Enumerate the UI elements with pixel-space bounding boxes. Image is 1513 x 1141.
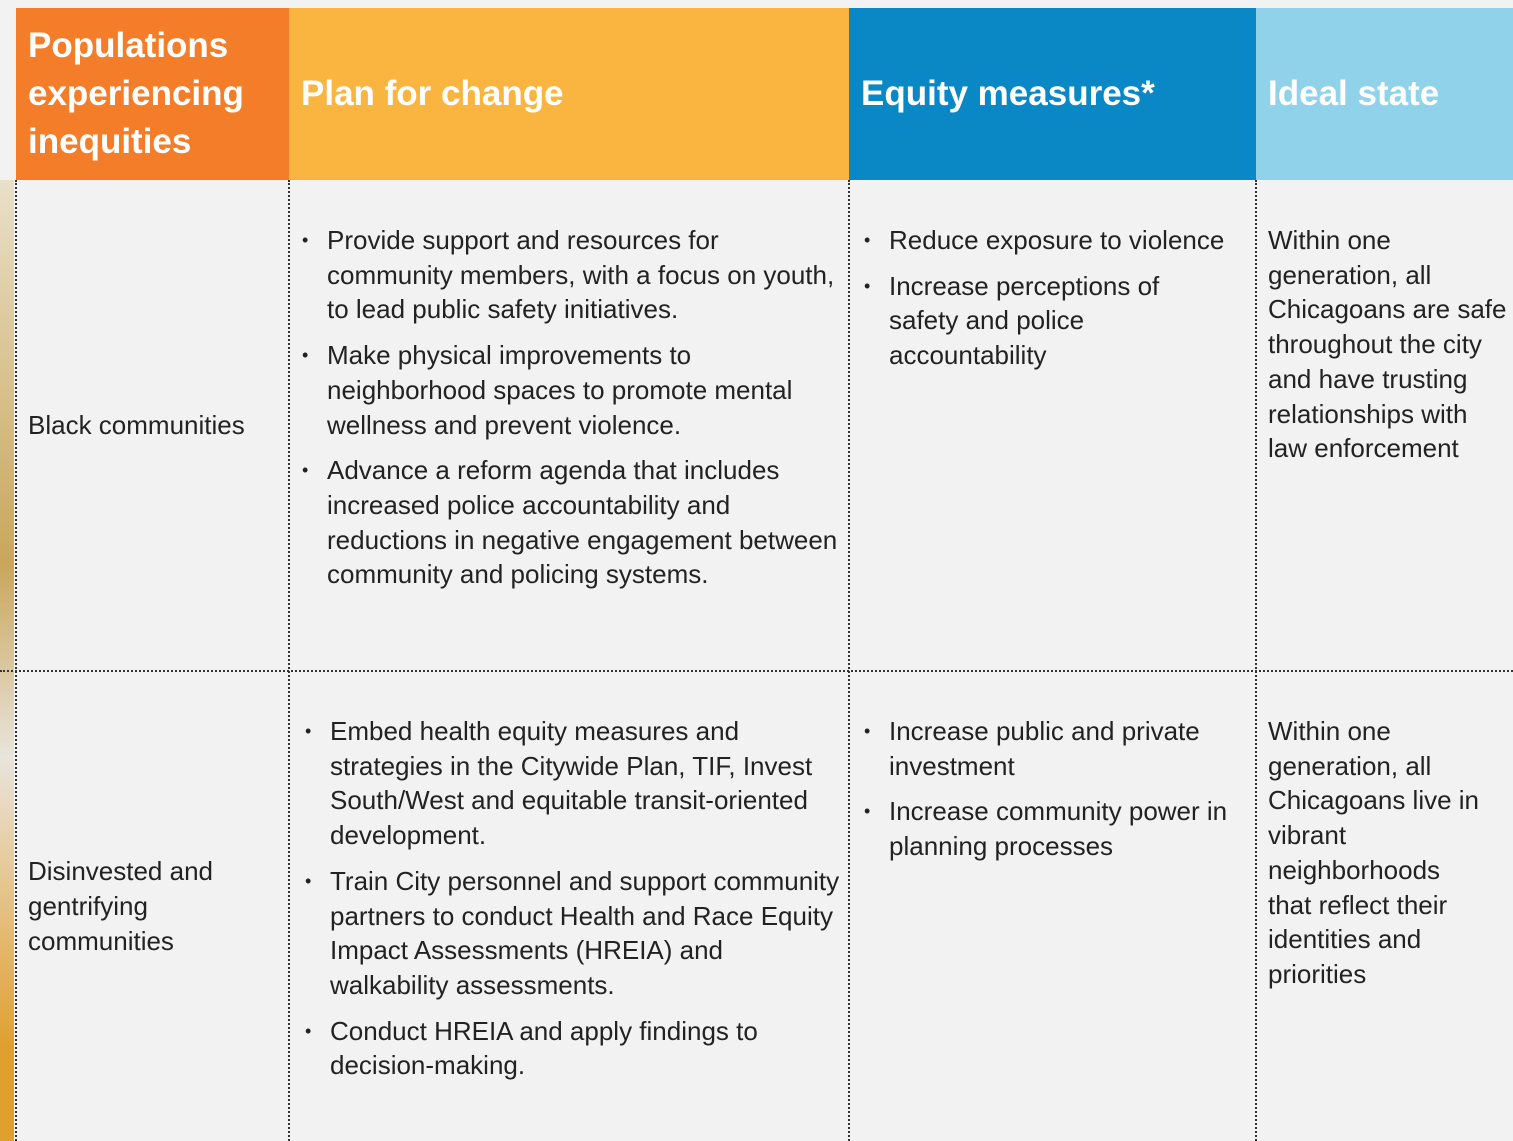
divider (848, 180, 850, 1141)
header-text: Populations experiencing inequities (28, 26, 244, 161)
list-item: Increase perceptions of safety and polic… (862, 269, 1179, 373)
measures-cell: Increase public and private investment I… (862, 714, 1242, 875)
plan-cell: Provide support and resources for commun… (300, 223, 845, 603)
list-item: Provide support and resources for commun… (300, 223, 845, 327)
header-cell: Equity measures* (849, 8, 1256, 180)
divider (288, 180, 290, 1141)
list-item: Train City personnel and support communi… (303, 864, 843, 1003)
header-text: Ideal state (1268, 74, 1440, 113)
cell-text: Disinvested and gentrifying communities (28, 856, 213, 956)
side-image (0, 180, 14, 1141)
list-item: Increase public and private investment (862, 714, 1242, 783)
header-text: Equity measures* (861, 74, 1155, 113)
divider (0, 670, 1513, 672)
list-item: Advance a reform agenda that includes in… (300, 453, 845, 592)
list-item: Make physical improvements to neighborho… (300, 338, 845, 442)
bullet-list: Embed health equity measures and strateg… (303, 714, 843, 1083)
cell-text: Within one generation, all Chicagoans li… (1268, 716, 1480, 989)
header-cell: Plan for change (289, 8, 849, 180)
ideal-cell: Within one generation, all Chicagoans li… (1268, 714, 1483, 992)
list-item: Reduce exposure to violence (862, 223, 1224, 258)
list-item: Embed health equity measures and strateg… (303, 714, 843, 853)
header-cell: Populations experiencing inequities (16, 8, 289, 180)
cell-text: Black communities (28, 409, 245, 440)
cell-text: Within one generation, all Chicagoans ar… (1268, 225, 1507, 464)
measures-cell: Reduce exposure to violence Increase per… (862, 223, 1254, 384)
header-text: Plan for change (301, 74, 564, 113)
bullet-list: Reduce exposure to violence Increase per… (862, 223, 1254, 373)
list-item: Conduct HREIA and apply findings to deci… (303, 1014, 843, 1083)
bullet-list: Increase public and private investment I… (862, 714, 1242, 864)
bullet-list: Provide support and resources for commun… (300, 223, 845, 592)
divider (1255, 180, 1257, 1141)
ideal-cell: Within one generation, all Chicagoans ar… (1268, 223, 1508, 466)
header-cell: Ideal state (1256, 8, 1513, 180)
plan-cell: Embed health equity measures and strateg… (303, 714, 843, 1094)
population-cell: Black communities (28, 180, 286, 670)
population-cell: Disinvested and gentrifying communities (28, 672, 243, 1141)
list-item: Increase community power in planning pro… (862, 794, 1242, 863)
divider (15, 180, 17, 1141)
